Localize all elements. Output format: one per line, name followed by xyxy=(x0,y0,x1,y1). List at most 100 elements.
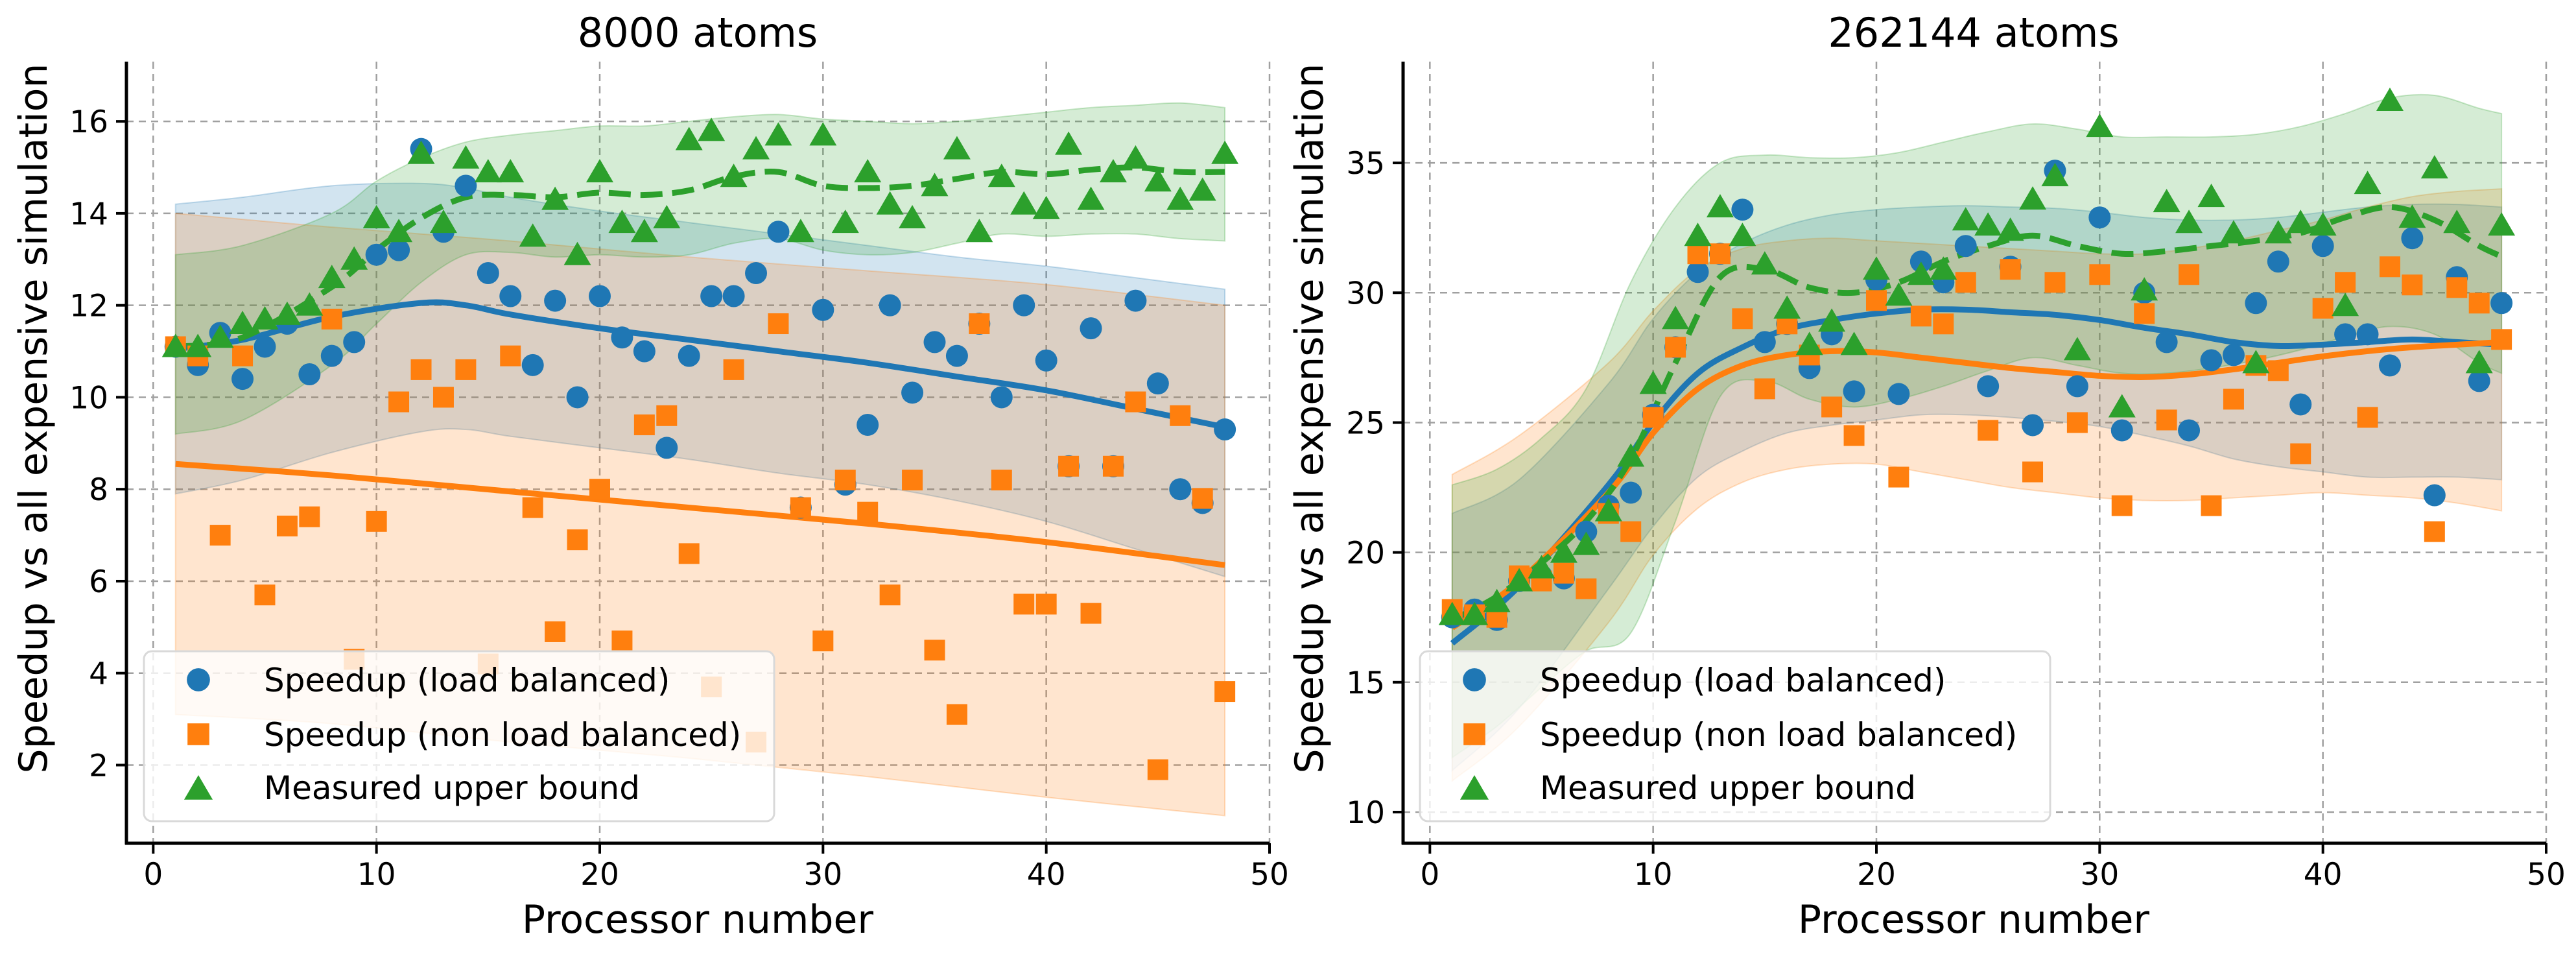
point-measured-upper-bound xyxy=(1055,131,1083,155)
point-speedup-load-balanced xyxy=(499,285,522,307)
point-measured-upper-bound xyxy=(831,210,859,234)
point-speedup-load-balanced xyxy=(365,243,388,266)
point-speedup-load-balanced xyxy=(2245,292,2267,315)
point-speedup-non-load-balanced xyxy=(2402,274,2423,296)
point-speedup-load-balanced xyxy=(1843,380,1865,403)
point-speedup-non-load-balanced xyxy=(2491,329,2512,350)
legend-marker-shape xyxy=(1463,668,1486,691)
point-measured-upper-bound xyxy=(1907,261,1935,285)
y-tick-label: 10 xyxy=(1346,795,1385,831)
point-measured-upper-bound xyxy=(1930,256,1957,280)
point-speedup-non-load-balanced xyxy=(633,414,655,435)
point-measured-upper-bound xyxy=(1188,177,1216,201)
legend-label-non-load-balanced: Speedup (non load balanced) xyxy=(1540,716,2017,754)
point-speedup-non-load-balanced xyxy=(1058,455,1080,477)
point-speedup-load-balanced xyxy=(477,262,499,285)
x-tick-label: 20 xyxy=(580,857,619,893)
legend-box xyxy=(1419,650,2051,822)
point-speedup-non-load-balanced xyxy=(2223,389,2244,410)
point-measured-upper-bound xyxy=(296,292,324,316)
point-speedup-non-load-balanced xyxy=(2267,360,2289,381)
point-speedup-non-load-balanced xyxy=(879,584,901,606)
point-speedup-non-load-balanced xyxy=(723,359,744,380)
point-speedup-load-balanced xyxy=(1575,520,1598,543)
x-tick-label: 30 xyxy=(803,857,842,893)
point-speedup-non-load-balanced xyxy=(567,529,588,551)
point-measured-upper-bound xyxy=(2153,189,2180,213)
point-speedup-non-load-balanced xyxy=(2468,293,2490,314)
point-measured-upper-bound xyxy=(1010,191,1038,215)
y-tick-label: 16 xyxy=(69,104,108,140)
point-measured-upper-bound xyxy=(809,122,837,146)
chart-title: 8000 atoms xyxy=(578,9,818,56)
point-speedup-load-balanced xyxy=(879,294,901,317)
point-speedup-non-load-balanced xyxy=(254,584,276,606)
point-measured-upper-bound xyxy=(876,191,904,215)
point-speedup-load-balanced xyxy=(2110,419,2133,442)
point-measured-upper-bound xyxy=(1506,568,1533,592)
point-speedup-non-load-balanced xyxy=(611,630,633,652)
point-speedup-non-load-balanced xyxy=(589,479,610,500)
point-measured-upper-bound xyxy=(1032,195,1060,219)
legend-marker-non-load-balanced xyxy=(1463,723,1485,745)
point-measured-upper-bound xyxy=(675,126,703,150)
point-speedup-load-balanced xyxy=(298,363,321,385)
point-measured-upper-bound xyxy=(1840,331,1868,355)
point-speedup-non-load-balanced xyxy=(2000,259,2021,280)
point-speedup-load-balanced xyxy=(1035,349,1058,372)
point-measured-upper-bound xyxy=(385,219,413,243)
point-measured-upper-bound xyxy=(519,223,547,247)
point-speedup-load-balanced xyxy=(2178,419,2201,442)
point-measured-upper-bound xyxy=(921,173,949,197)
point-measured-upper-bound xyxy=(497,159,525,183)
point-speedup-non-load-balanced xyxy=(1170,405,1191,426)
point-speedup-non-load-balanced xyxy=(1553,562,1574,584)
point-measured-upper-bound xyxy=(452,145,480,169)
point-speedup-load-balanced xyxy=(320,344,343,367)
point-speedup-load-balanced xyxy=(1753,331,1776,354)
point-speedup-non-load-balanced xyxy=(857,501,879,523)
point-measured-upper-bound xyxy=(2443,210,2471,234)
point-measured-upper-bound xyxy=(1617,443,1645,467)
y-tick-label: 12 xyxy=(69,289,108,324)
x-tick-label: 20 xyxy=(1857,857,1896,893)
point-measured-upper-bound xyxy=(229,311,257,335)
point-measured-upper-bound xyxy=(1550,539,1578,563)
point-speedup-non-load-balanced xyxy=(299,506,320,527)
point-measured-upper-bound xyxy=(2398,204,2426,228)
point-speedup-non-load-balanced xyxy=(656,405,678,426)
point-speedup-non-load-balanced xyxy=(1214,681,1236,702)
point-speedup-non-load-balanced xyxy=(388,391,410,413)
y-tick-label: 2 xyxy=(89,749,108,784)
point-speedup-non-load-balanced xyxy=(455,359,477,380)
point-speedup-load-balanced xyxy=(2334,323,2357,346)
point-speedup-load-balanced xyxy=(1214,418,1236,441)
point-speedup-load-balanced xyxy=(812,298,834,321)
point-speedup-load-balanced xyxy=(455,174,477,197)
point-speedup-load-balanced xyxy=(2311,235,2334,258)
legend-marker-shape xyxy=(1463,723,1485,745)
point-speedup-non-load-balanced xyxy=(946,704,967,725)
x-axis-label: Processor number xyxy=(1798,897,2150,942)
point-speedup-load-balanced xyxy=(2222,344,2245,366)
point-speedup-load-balanced xyxy=(1731,198,1754,221)
point-measured-upper-bound xyxy=(2242,350,2270,374)
point-measured-upper-bound xyxy=(1438,601,1466,625)
point-speedup-load-balanced xyxy=(923,331,946,354)
point-speedup-non-load-balanced xyxy=(1125,391,1146,413)
point-speedup-non-load-balanced xyxy=(991,470,1012,491)
point-speedup-load-balanced xyxy=(2356,323,2379,346)
point-speedup-non-load-balanced xyxy=(1709,243,1731,265)
point-speedup-non-load-balanced xyxy=(812,630,834,652)
point-measured-upper-bound xyxy=(1795,331,1823,355)
point-speedup-load-balanced xyxy=(1954,235,1977,258)
point-speedup-non-load-balanced xyxy=(2179,264,2200,285)
point-speedup-non-load-balanced xyxy=(790,497,811,518)
point-speedup-non-load-balanced xyxy=(1955,272,1976,293)
point-measured-upper-bound xyxy=(2086,114,2114,138)
y-tick-label: 35 xyxy=(1346,146,1385,182)
legend-label-upper-bound: Measured upper bound xyxy=(264,769,640,807)
point-speedup-non-load-balanced xyxy=(2335,272,2356,293)
point-speedup-non-load-balanced xyxy=(1035,594,1057,615)
point-measured-upper-bound xyxy=(2108,394,2136,418)
